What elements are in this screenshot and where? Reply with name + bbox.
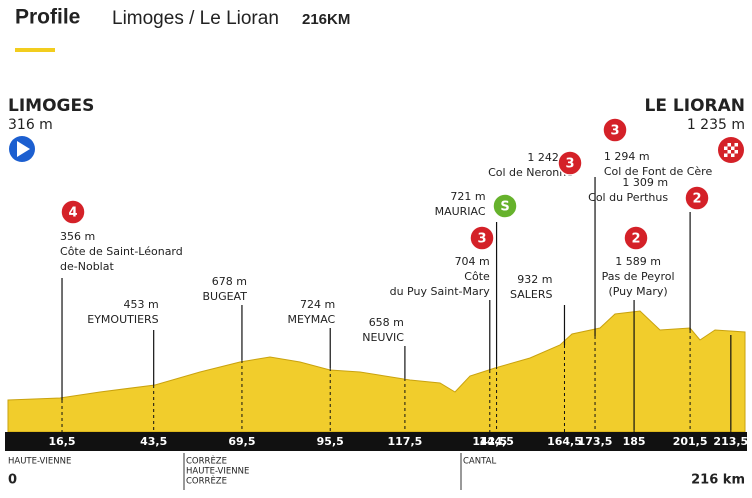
title: Profile <box>15 6 80 29</box>
km-label: 117,5 <box>388 435 423 448</box>
km-label: 185 <box>623 435 646 448</box>
point-name: SALERS <box>510 288 552 301</box>
point-name: de-Noblat <box>60 260 114 273</box>
km-label: 95,5 <box>317 435 344 448</box>
badge-label: 3 <box>477 232 486 247</box>
point-altitude: 704 m <box>455 255 490 268</box>
point-altitude: 453 m <box>123 298 158 311</box>
point-name: EYMOUTIERS <box>87 313 158 326</box>
badge <box>602 117 628 143</box>
finish-name: LE LIORAN <box>645 96 745 116</box>
km-label: 164,5 <box>547 435 582 448</box>
start-name: LIMOGES <box>8 96 94 116</box>
km-label: 69,5 <box>228 435 255 448</box>
point-name: Col du Perthus <box>588 191 668 204</box>
profile-area <box>7 310 746 433</box>
point-name: MAURIAC <box>435 205 486 218</box>
distance: 216KM <box>302 11 350 28</box>
km-label: 142,5 <box>472 435 507 448</box>
badge-label: 2 <box>692 192 701 207</box>
axis-start: 0 <box>8 473 17 488</box>
km-axis <box>5 432 747 451</box>
start-icon <box>9 136 35 162</box>
point-name: NEUVIC <box>362 331 404 344</box>
point-altitude: 356 m <box>60 230 95 243</box>
point-altitude: 932 m <box>517 273 552 286</box>
badge <box>60 199 86 225</box>
department: CANTAL <box>463 457 496 467</box>
km-label: 201,5 <box>673 435 708 448</box>
km-label: 213,5 <box>713 435 748 448</box>
point-altitude: 721 m <box>450 190 485 203</box>
km-label: 173,5 <box>578 435 613 448</box>
point-name: Col de Font de Cère <box>604 165 713 178</box>
finish-icon <box>718 137 744 163</box>
point-altitude: 678 m <box>212 275 247 288</box>
point-name: BUGEAT <box>202 290 247 303</box>
point-name: du Puy Saint-Mary <box>390 285 491 298</box>
title-underline <box>15 48 55 52</box>
department: HAUTE-VIENNE <box>186 467 249 477</box>
start-altitude: 316 m <box>8 117 53 133</box>
axis-end: 216 km <box>691 473 745 488</box>
department: HAUTE-VIENNE <box>8 457 71 467</box>
route: Limoges / Le Lioran <box>112 8 279 29</box>
point-name: Pas de Peyrol <box>602 270 675 283</box>
km-label: 16,5 <box>48 435 75 448</box>
badge-label: 4 <box>68 206 77 221</box>
department: CORRÈZE <box>186 475 227 487</box>
km-label: 43,5 <box>140 435 167 448</box>
point-name: (Puy Mary) <box>608 285 667 298</box>
point-name: Côte de Saint-Léonard <box>60 245 183 258</box>
badge-label: 3 <box>610 124 619 139</box>
badge <box>469 225 495 251</box>
badge-label: S <box>500 200 509 215</box>
point-altitude: 1 309 m <box>622 176 668 189</box>
badge <box>492 193 518 219</box>
badge-label: 2 <box>631 232 640 247</box>
point-altitude: 1 294 m <box>604 150 650 163</box>
point-altitude: 724 m <box>300 298 335 311</box>
point-altitude: 658 m <box>369 316 404 329</box>
badge <box>684 185 710 211</box>
badge <box>557 150 583 176</box>
point-altitude: 1 589 m <box>615 255 661 268</box>
department: CORRÈZE <box>186 455 227 467</box>
badge-label: 3 <box>565 157 574 172</box>
point-name: Col de Neronne <box>488 166 573 179</box>
point-name: Côte <box>464 270 490 283</box>
finish-altitude: 1 235 m <box>687 117 745 133</box>
km-label: 144,5 <box>479 435 514 448</box>
badge <box>623 225 649 251</box>
point-name: MEYMAC <box>288 313 336 326</box>
